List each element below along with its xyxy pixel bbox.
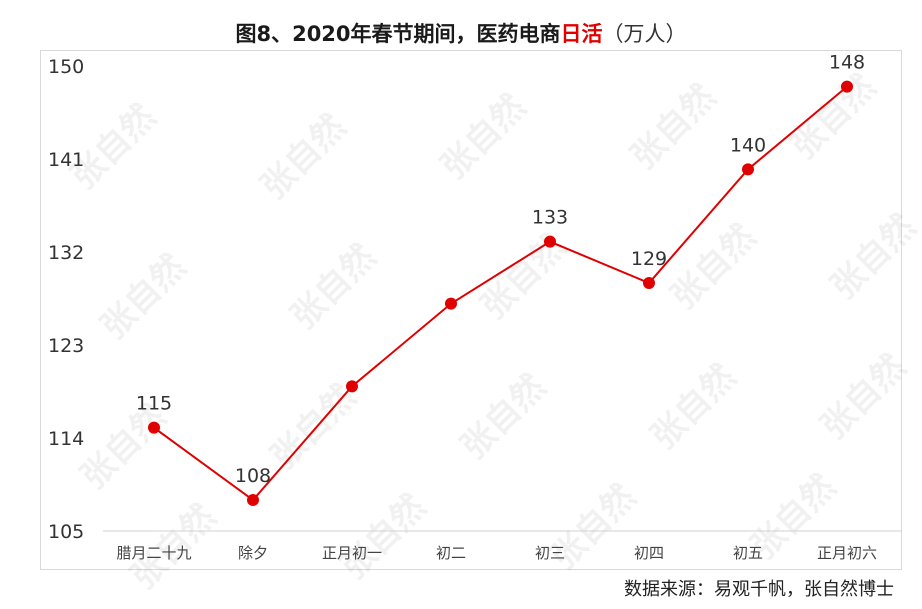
x-tick-label: 正月初一 (322, 544, 382, 562)
chart-title-main: 图8、2020年春节期间，医药电商 (235, 22, 561, 46)
data-point (445, 297, 457, 310)
y-tick-label: 150 (48, 56, 84, 78)
x-tick-label: 除夕 (238, 544, 268, 562)
chart-title: 图8、2020年春节期间，医药电商日活（万人） (0, 18, 922, 48)
chart-frame (40, 50, 902, 570)
y-tick-label: 105 (48, 521, 84, 543)
data-point (247, 494, 259, 506)
y-tick-label: 123 (48, 335, 84, 357)
x-tick-label: 初二 (436, 544, 466, 562)
data-label: 148 (829, 52, 865, 74)
chart-title-highlight: 日活 (560, 22, 603, 46)
data-point (544, 235, 556, 248)
x-tick-label: 初五 (733, 544, 763, 562)
data-point (148, 421, 160, 434)
x-tick-label: 初四 (634, 544, 664, 562)
data-label: 129 (631, 248, 667, 270)
data-label: 115 (136, 393, 172, 415)
x-tick-label: 正月初六 (817, 544, 877, 562)
x-tick-label: 腊月二十九 (116, 544, 191, 562)
series-line (153, 85, 848, 502)
data-point (643, 277, 655, 289)
data-label: 140 (730, 134, 766, 156)
y-tick-label: 141 (48, 149, 84, 171)
data-label: 133 (532, 207, 568, 229)
y-tick-label: 114 (48, 428, 84, 450)
y-tick-label: 132 (48, 242, 84, 264)
chart-title-unit: （万人） (602, 22, 687, 46)
x-tick-label: 初三 (535, 544, 565, 562)
data-point (841, 80, 853, 93)
data-label: 108 (235, 465, 271, 487)
data-point (742, 163, 754, 176)
source-note: 数据来源：易观千帆，张自然博士 (624, 579, 894, 600)
data-point (346, 380, 358, 393)
